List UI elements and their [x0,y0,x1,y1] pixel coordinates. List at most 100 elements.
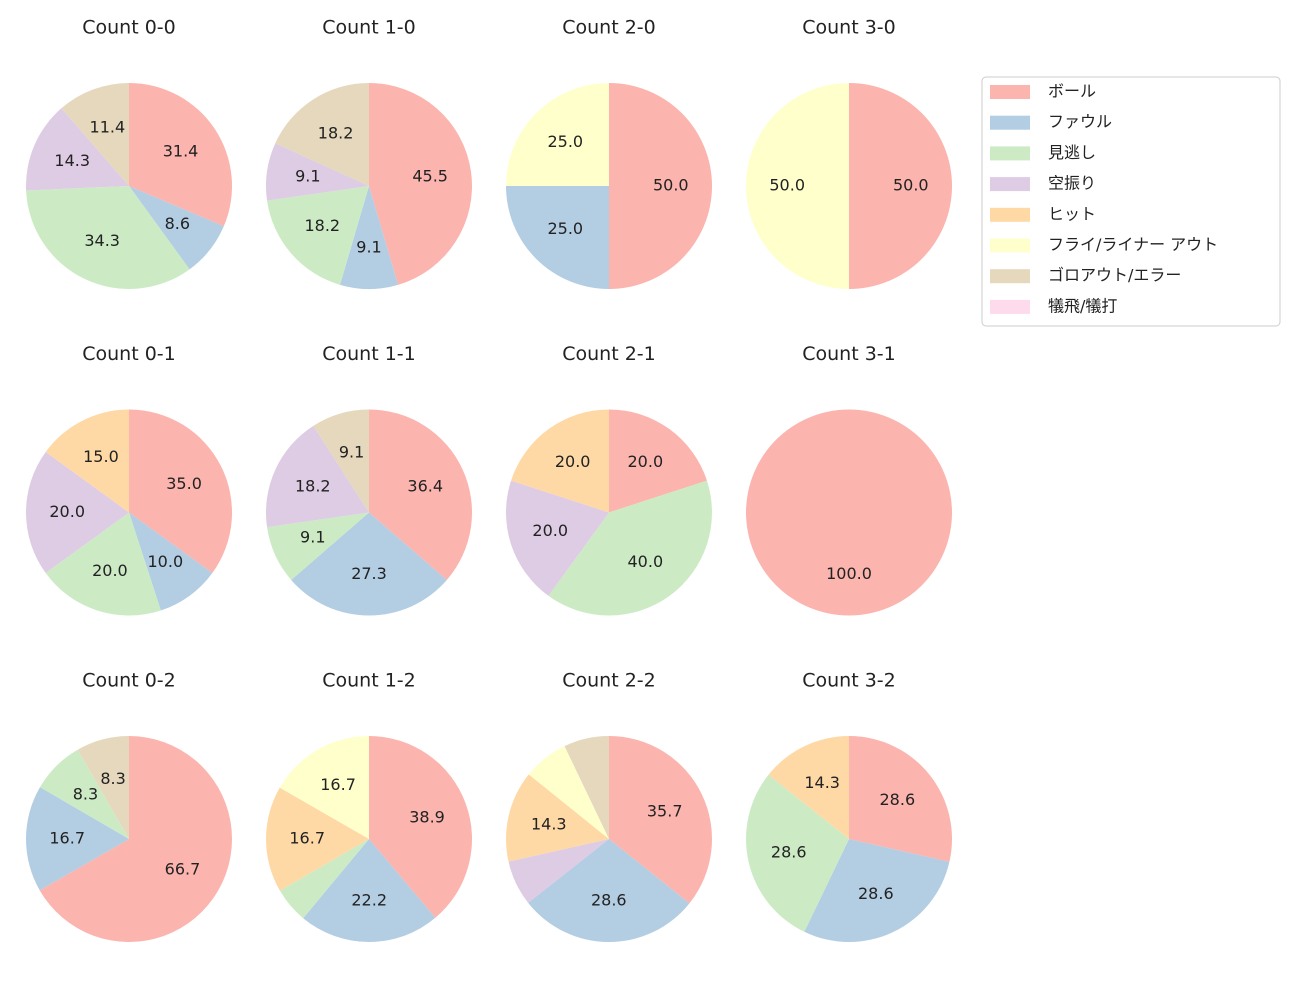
legend-swatch [990,177,1030,192]
slice-label: 14.3 [804,773,840,792]
slice-label: 25.0 [547,132,583,151]
pie-slice [266,787,369,891]
pie-slice [267,512,369,580]
slice-label: 50.0 [893,176,929,195]
slice-label: 28.6 [771,842,807,861]
pie-title: Count 0-0 [82,17,176,39]
pie-slice [506,186,609,289]
pie-slice [528,746,609,839]
legend-swatch [990,85,1030,99]
legend-swatch [990,299,1030,314]
slice-label: 28.6 [858,884,894,903]
pie-title: Count 1-1 [322,343,416,365]
slice-label: 18.2 [304,216,340,235]
slice-label: 28.6 [591,890,627,909]
slice-label: 9.1 [339,443,364,462]
pie-slice [26,787,130,891]
pie-slice [506,480,609,596]
pie-slice [279,736,369,839]
slice-label: 35.7 [647,802,683,821]
slice-label: 20.0 [49,502,85,521]
legend-swatch [990,238,1030,253]
legend-label: 見逃し [1048,143,1096,162]
slice-label: 27.3 [351,564,387,583]
pie-slice [129,186,224,270]
slice-label: 10.0 [148,552,184,571]
pie-slice [267,186,369,285]
slice-label: 40.0 [628,552,664,571]
slice-label: 9.1 [356,237,381,256]
legend-swatch [990,269,1030,284]
pie-slice [849,83,952,289]
legend-swatch [990,207,1030,222]
slice-label: 36.4 [407,476,443,495]
pie-slice [303,839,436,942]
slice-label: 22.2 [351,890,387,909]
pie-slice [45,512,161,616]
slice-label: 8.6 [165,214,190,233]
slice-label: 9.1 [295,167,320,186]
slice-label: 15.0 [83,447,119,466]
pie-slice [369,409,473,580]
slice-label: 50.0 [769,176,805,195]
pie-slice [506,774,609,862]
legend-label: フライ/ライナー アウト [1048,235,1218,254]
legend-box [981,76,1281,327]
pie-slice [291,512,447,616]
slice-label: 18.2 [318,124,354,143]
pie-slice [564,736,609,839]
slice-label: 14.3 [54,151,90,170]
slice-label: 11.4 [90,118,126,137]
pie-slice [77,736,129,839]
pie-slice [369,736,473,918]
slice-label: 8.3 [73,785,98,804]
slice-label: 25.0 [547,219,583,238]
pie-slice [609,409,707,513]
pie-slice [26,186,190,289]
legend-label: ファウル [1048,112,1112,131]
pie-title: Count 1-2 [322,670,416,692]
pie-slice [548,480,712,616]
pie-slice [339,186,399,290]
legend-label: 空振り [1048,174,1096,193]
legend-label: 犠飛/犠打 [1048,296,1117,315]
slice-label: 35.0 [166,474,202,493]
pie-title: Count 3-2 [802,670,896,692]
pie-slice [369,83,473,285]
pie-slice [746,83,849,289]
pie-slice [45,409,129,513]
pie-slice [313,409,369,513]
pie-slice [528,839,690,943]
pie-slice [511,409,609,513]
slice-label: 9.1 [300,528,325,547]
slice-label: 38.9 [409,807,445,826]
pie-slice [26,451,129,574]
pie-slice [508,839,609,903]
pie-slice [609,83,712,289]
legend-swatch [990,146,1030,161]
pie-title: Count 2-0 [562,17,656,39]
pie-slice [768,736,849,839]
pie-slice [279,839,369,919]
pie-slice [849,736,952,862]
legend-label: ボール [1048,82,1096,101]
slice-label: 50.0 [653,176,689,195]
slice-label: 66.7 [165,859,201,878]
pie-slice [129,83,232,227]
slice-label: 100.0 [826,564,872,583]
pie-title: Count 2-1 [562,343,656,365]
pie-slice [275,83,369,186]
slice-label: 16.7 [289,829,325,848]
pie-title: Count 3-1 [802,343,896,365]
slice-label: 20.0 [532,521,568,540]
slice-label: 45.5 [412,167,448,186]
legend-swatch [990,115,1030,130]
pie-title: Count 1-0 [322,17,416,39]
pie-title: Count 2-2 [562,670,656,692]
slice-label: 34.3 [84,231,120,250]
pie-slice [804,839,950,943]
legend-label: ヒット [1048,204,1096,223]
slice-label: 31.4 [163,141,199,160]
slice-label: 14.3 [531,815,567,834]
